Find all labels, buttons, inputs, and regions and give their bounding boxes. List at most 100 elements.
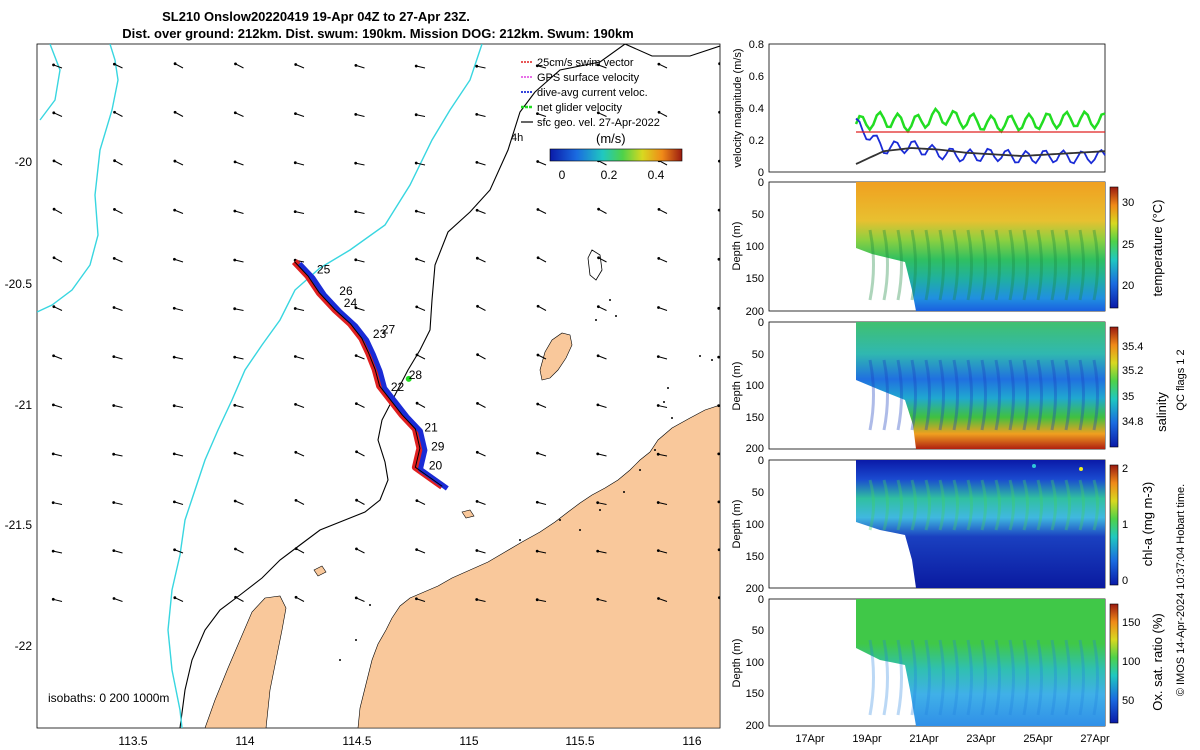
chla-depth-ticks: 0 50 100 150 200 [746,455,764,595]
title-line-2: Dist. over ground: 212km. Dist. swum: 19… [122,26,634,41]
day-label: 28 [409,368,423,382]
temperature-panel: Depth (m) 0 50 100 150 200 30 25 20 temp… [731,177,1165,318]
vector-arrow [112,452,123,457]
vector-arrow [717,404,720,408]
svg-text:0.6: 0.6 [749,71,764,83]
svg-text:25: 25 [1122,239,1134,251]
vector-arrow [475,113,486,117]
vector-arrow [172,404,184,408]
svg-text:116: 116 [682,734,701,748]
vector-arrow [656,404,668,408]
vector-arrow [354,210,365,214]
svg-text:35.2: 35.2 [1122,365,1143,377]
vector-arrow [717,257,720,261]
vector-arrow [536,256,547,263]
vector-arrow [233,307,244,311]
vector-arrow [233,451,244,457]
vector-arrow [234,595,244,602]
vector-arrow [596,305,607,311]
svg-text:17Apr: 17Apr [795,733,825,745]
svg-text:115.5: 115.5 [565,734,594,748]
vector-arrow [536,160,547,166]
vector-arrow [293,161,305,166]
vector-arrow [536,112,547,117]
time-ticks: 17Apr 19Apr 21Apr 23Apr 25Apr 27Apr [795,733,1110,745]
svg-text:0.4: 0.4 [749,103,764,115]
vector-arrow [173,257,184,263]
vector-arrow [657,256,668,263]
vector-arrow [476,304,486,311]
svg-text:150: 150 [746,688,764,700]
svg-text:0.2: 0.2 [749,135,764,147]
vector-arrow [415,401,426,408]
svg-text:-21.5: -21.5 [5,518,33,532]
svg-text:-20.5: -20.5 [5,277,33,291]
vector-arrow [535,549,547,554]
svg-text:0: 0 [758,177,764,189]
svg-text:114.5: 114.5 [342,734,371,748]
day-label: 27 [382,322,396,336]
vector-arrow [475,256,486,263]
svg-text:200: 200 [746,583,764,595]
title-line-1: SL210 Onslow20220419 19-Apr 04Z to 27-Ap… [162,9,470,24]
vector-arrow [415,305,426,311]
vector-arrow [294,595,305,602]
vector-arrow [112,501,123,505]
vector-arrow [415,597,426,602]
vector-arrow [475,450,486,457]
vector-arrow [536,451,547,457]
vector-arrow [536,402,547,408]
vector-arrow [51,549,63,554]
vector-arrow [354,596,365,602]
vector-arrow [355,498,365,505]
vector-arrow [475,499,486,505]
vector-arrow [294,547,305,554]
velocity-series-line [855,147,1106,165]
vector-arrow [172,452,184,457]
svg-text:34.8: 34.8 [1122,416,1143,428]
vector-arrow [112,355,123,360]
vector-arrow [233,499,244,505]
svg-text:GPS surface velocity: GPS surface velocity [537,72,640,84]
marker-4h: 4h [511,132,523,144]
legend-net-glider: net glider velocity [521,102,622,114]
svg-text:50: 50 [752,349,764,361]
svg-text:50: 50 [752,487,764,499]
svg-text:23Apr: 23Apr [966,733,996,745]
salinity-cbar-label: salinity [1154,392,1169,432]
vector-arrow [234,62,244,69]
vector-arrow [656,355,668,360]
small-islands [339,299,713,661]
svg-text:27Apr: 27Apr [1080,733,1110,745]
dive-avg-band [297,261,449,491]
salinity-depth-ticks: 0 50 100 150 200 [746,317,764,455]
vector-arrow [294,112,305,117]
vector-arrow [112,306,123,311]
svg-text:50: 50 [752,209,764,221]
vector-arrow [233,258,244,263]
svg-text:114: 114 [235,734,254,748]
vector-arrow [354,161,365,166]
day-label: 24 [344,296,358,310]
vector-arrow [52,159,63,166]
vector-arrow [536,304,547,311]
vector-arrow [293,307,305,311]
vector-arrow [113,159,123,166]
vector-arrow [414,64,426,69]
svg-text:0.4: 0.4 [648,168,665,182]
svg-text:-21: -21 [15,398,33,412]
vector-arrow [415,548,426,554]
vector-arrow [294,402,305,408]
svg-text:21Apr: 21Apr [909,733,939,745]
peninsula-land [204,595,287,728]
vector-arrow [717,208,720,212]
vector-arrow [233,111,244,117]
svg-text:200: 200 [746,720,764,732]
velocity-series-line [854,106,1106,134]
svg-text:1: 1 [1122,519,1128,531]
svg-text:200: 200 [746,306,764,318]
oxygen-depth-ticks: 0 50 100 150 200 [746,594,764,732]
vector-arrow [294,63,305,69]
vector-arrow [717,500,720,504]
geostrophic-vectors [51,62,720,602]
